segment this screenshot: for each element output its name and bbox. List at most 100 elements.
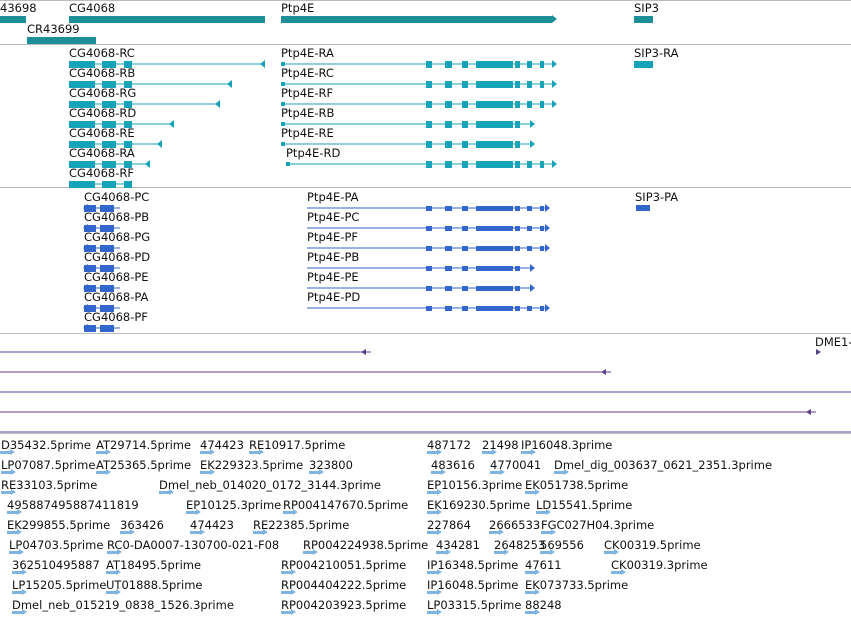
est-label[interactable]: EK229323.5prime [200,458,304,472]
est-glyph[interactable] [281,571,291,574]
est-label[interactable]: RC0-DA0007-130700-021-F08 [107,538,280,552]
strand-arrow[interactable] [11,469,16,475]
strand-arrow[interactable] [437,509,442,515]
transcript-label[interactable]: CG4068-RD [69,106,137,120]
exon-box[interactable] [100,305,114,312]
exon-box[interactable] [84,245,96,252]
strand-arrow[interactable] [552,100,557,108]
est-glyph[interactable] [489,531,499,534]
exon-box[interactable] [515,101,520,108]
est-label[interactable]: 474423 [200,438,244,452]
est-glyph[interactable] [281,591,291,594]
est-glyph[interactable] [96,451,106,454]
strand-arrow[interactable] [291,569,296,575]
exon-box[interactable] [486,206,513,211]
est-glyph[interactable] [521,451,531,454]
strand-arrow[interactable] [446,549,451,555]
strand-arrow[interactable] [504,549,509,555]
strand-arrow[interactable] [169,489,174,495]
strand-arrow[interactable] [83,244,88,252]
exon-box[interactable] [462,101,468,108]
exon-box[interactable] [527,61,532,68]
strand-arrow[interactable] [621,569,626,575]
exon-box[interactable] [540,206,544,211]
strand-arrow[interactable] [22,609,27,615]
alignment-end-marker[interactable] [601,369,606,375]
utr-box[interactable] [281,62,285,66]
est-label[interactable]: D35432.5prime [1,438,91,452]
protein-label[interactable]: Ptp4E-PD [307,290,361,304]
est-glyph[interactable] [525,611,535,614]
exon-box[interactable] [426,101,432,108]
exon-box[interactable] [515,226,520,231]
protein-label[interactable]: Ptp4E-PE [307,270,359,284]
exon-box[interactable] [69,121,95,128]
est-label[interactable]: RP004224938.5prime [303,538,429,552]
est-glyph[interactable] [7,531,17,534]
strand-arrow[interactable] [499,529,504,535]
utr-box[interactable] [281,122,285,126]
est-glyph[interactable] [12,571,22,574]
est-glyph[interactable] [604,551,614,554]
strand-arrow[interactable] [83,304,88,312]
exon-box[interactable] [462,121,468,128]
est-label[interactable]: Dmel_neb_015219_0838_1526.3prime [12,598,234,612]
strand-arrow[interactable] [291,589,296,595]
exon-box[interactable] [445,161,452,168]
exon-box[interactable] [515,121,520,128]
est-label[interactable]: 487172 [427,438,471,452]
est-label[interactable]: AT25365.5prime [96,458,192,472]
exon-box[interactable] [515,206,520,211]
est-label[interactable]: EP10156.3prime [427,478,523,492]
strand-arrow[interactable] [614,549,619,555]
est-glyph[interactable] [494,551,504,554]
exon-box[interactable] [527,101,532,108]
strand-arrow[interactable] [106,469,111,475]
exon-box[interactable] [476,226,486,231]
exon-box[interactable] [515,246,520,251]
strand-arrow[interactable] [530,120,535,128]
exon-box[interactable] [445,306,452,311]
est-glyph[interactable] [186,511,196,514]
strand-arrow[interactable] [545,244,550,252]
exon-box[interactable] [476,81,486,88]
strand-arrow[interactable] [22,589,27,595]
protein-label[interactable]: Ptp4E-PB [307,250,360,264]
est-label[interactable]: Dmel_dig_003637_0621_2351.3prime [554,458,773,472]
exon-box[interactable] [486,306,513,311]
strand-arrow[interactable] [530,140,535,148]
est-label[interactable]: EK051738.5prime [525,478,629,492]
exon-box[interactable] [124,121,132,128]
utr-box[interactable] [286,162,290,166]
est-glyph[interactable] [427,591,437,594]
strand-arrow[interactable] [545,224,550,232]
exon-box[interactable] [486,246,513,251]
est-label[interactable]: 323800 [309,458,353,472]
exon-box[interactable] [84,205,96,212]
exon-box[interactable] [102,101,116,108]
gene-glyph[interactable] [69,16,265,23]
exon-box[interactable] [69,61,95,68]
exon-box[interactable] [462,141,468,148]
strand-arrow[interactable] [550,549,555,555]
strand-arrow[interactable] [319,469,324,475]
est-glyph[interactable] [107,551,117,554]
est-label[interactable]: RP004210051.5prime [281,558,407,572]
exon-box[interactable] [540,81,544,88]
strand-arrow[interactable] [260,60,265,68]
alignment-end-marker[interactable] [806,409,811,415]
strand-arrow[interactable] [83,324,88,332]
est-glyph[interactable] [541,531,551,534]
transcript-label[interactable]: Ptp4E-RD [286,146,341,160]
alignment-end-marker[interactable] [361,349,366,355]
exon-box[interactable] [102,181,116,188]
strand-arrow[interactable] [437,489,442,495]
strand-arrow[interactable] [157,140,162,148]
est-glyph[interactable] [427,491,437,494]
exon-box[interactable] [69,101,95,108]
exon-box[interactable] [100,325,114,332]
exon-box[interactable] [426,286,432,291]
exon-box[interactable] [527,206,532,211]
transcript-label[interactable]: CG4068-RG [69,86,137,100]
strand-arrow[interactable] [210,469,215,475]
